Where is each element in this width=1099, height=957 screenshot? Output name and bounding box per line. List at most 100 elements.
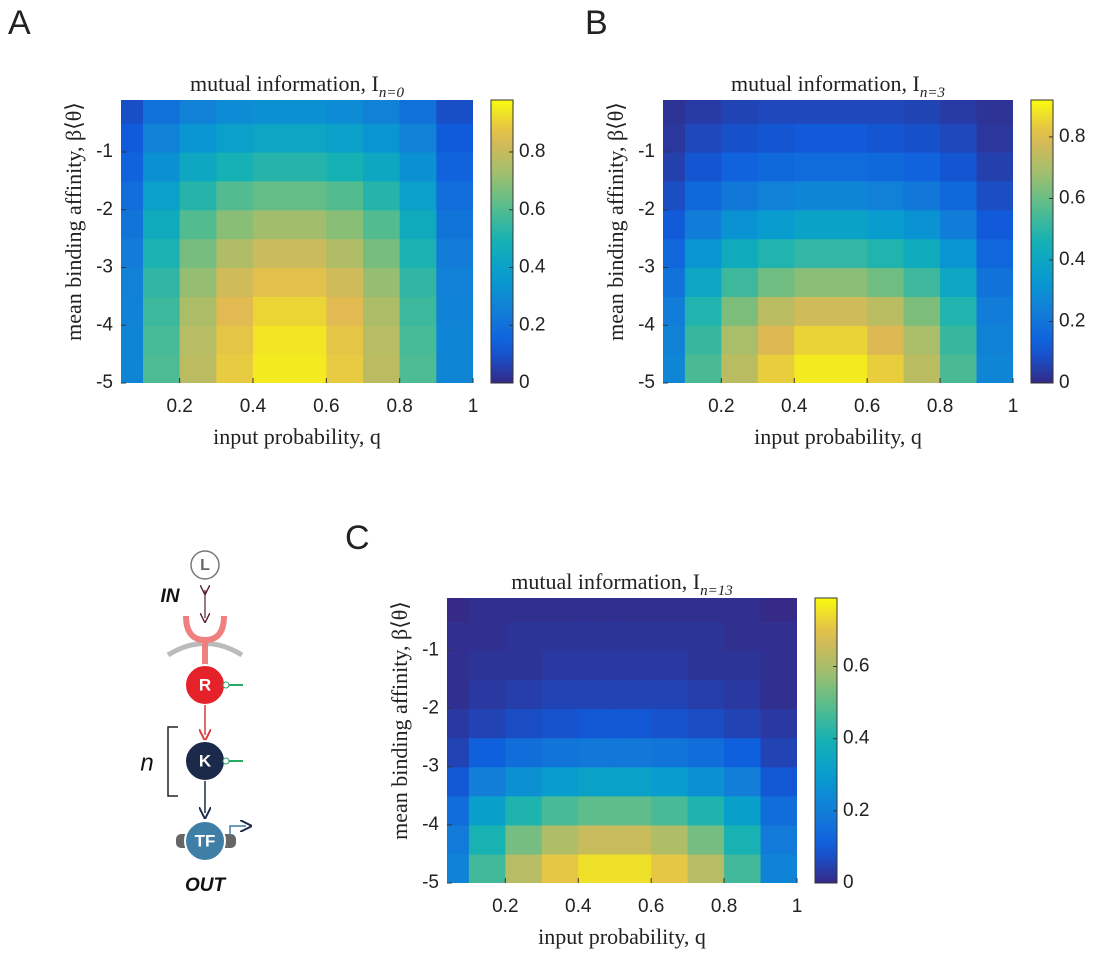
ligand-label: L [200, 557, 210, 574]
cell [684, 296, 722, 326]
cell [541, 679, 579, 710]
cell [143, 100, 181, 124]
cell [363, 151, 401, 182]
cell [976, 354, 1013, 383]
cell [903, 100, 941, 124]
cell [794, 354, 832, 383]
colorbar [814, 597, 838, 884]
x-tick-label: 0.2 [166, 396, 192, 417]
cell [578, 853, 616, 883]
cell [651, 737, 689, 768]
cell [326, 100, 364, 124]
cell [614, 795, 652, 826]
transcription-arrow [229, 826, 246, 836]
title-subscript: n=13 [700, 583, 733, 599]
y-tick-label: -4 [422, 814, 439, 835]
cell [687, 853, 725, 883]
cell [724, 679, 762, 710]
cell [179, 209, 217, 240]
cell [363, 209, 401, 240]
cell [578, 824, 616, 855]
cell [399, 100, 437, 124]
cell [289, 296, 327, 326]
cell [663, 209, 686, 240]
cell [326, 151, 364, 182]
heatmap [121, 100, 473, 383]
cell [121, 209, 144, 240]
cell [724, 621, 762, 651]
cell [363, 267, 401, 297]
cell [976, 267, 1013, 297]
colorbar-tick-label: 0 [843, 872, 854, 893]
ligand-node [190, 550, 220, 580]
cell [505, 708, 543, 739]
colorbar [1030, 99, 1054, 384]
cell [447, 598, 470, 622]
cell [436, 354, 473, 383]
colorbar-tick-label: 0.2 [519, 314, 545, 335]
cell [760, 824, 797, 855]
y-tick-label: -5 [638, 372, 655, 393]
cell [179, 325, 217, 355]
cell [179, 296, 217, 326]
cell [830, 100, 868, 124]
colorbar-tick-label: 0.4 [843, 728, 870, 749]
cell [326, 267, 364, 297]
cell [363, 100, 401, 124]
cell [724, 598, 762, 622]
input-label: IN [161, 586, 181, 607]
cell [976, 296, 1013, 326]
cell [867, 267, 905, 297]
cell [614, 737, 652, 768]
colorbar-tick-label: 0.4 [519, 257, 546, 278]
cell [663, 354, 686, 383]
cell [253, 151, 291, 182]
cell [663, 180, 686, 211]
cell [216, 325, 254, 355]
cell [830, 180, 868, 211]
cell [578, 679, 616, 710]
cell [399, 123, 437, 153]
x-axis-label: input probability, q [538, 924, 706, 949]
x-tick-label: 0.8 [711, 896, 737, 917]
y-tick-label: -4 [638, 314, 655, 335]
y-tick-label: -2 [96, 199, 113, 220]
tf-node [184, 820, 226, 862]
cell [468, 853, 506, 883]
cell [447, 853, 470, 883]
cell [940, 180, 978, 211]
cell [724, 708, 762, 739]
cell [794, 180, 832, 211]
cell [867, 123, 905, 153]
cell [216, 209, 254, 240]
x-tick-label: 0.4 [240, 396, 267, 417]
cell [289, 354, 327, 383]
cell [651, 853, 689, 883]
cell [830, 267, 868, 297]
cell [794, 100, 832, 124]
cell [794, 325, 832, 355]
x-tick-label: 0.2 [708, 396, 734, 417]
cell [757, 267, 795, 297]
cell [505, 824, 543, 855]
x-tick-label: 0.8 [927, 396, 953, 417]
cell [578, 598, 616, 622]
cell [447, 766, 470, 797]
cell [757, 238, 795, 269]
cell [614, 598, 652, 622]
cell [651, 795, 689, 826]
cell [614, 708, 652, 739]
cell [724, 795, 762, 826]
cell [436, 151, 473, 182]
cell [289, 100, 327, 124]
cell [541, 766, 579, 797]
cell [121, 100, 144, 124]
y-axis-label: mean binding affinity, β⟨θ⟩ [387, 601, 412, 840]
cell [363, 238, 401, 269]
cell [578, 766, 616, 797]
cell [721, 209, 759, 240]
cell [436, 325, 473, 355]
title-main: mutual information, I [190, 71, 379, 96]
cell [794, 267, 832, 297]
cell [253, 267, 291, 297]
